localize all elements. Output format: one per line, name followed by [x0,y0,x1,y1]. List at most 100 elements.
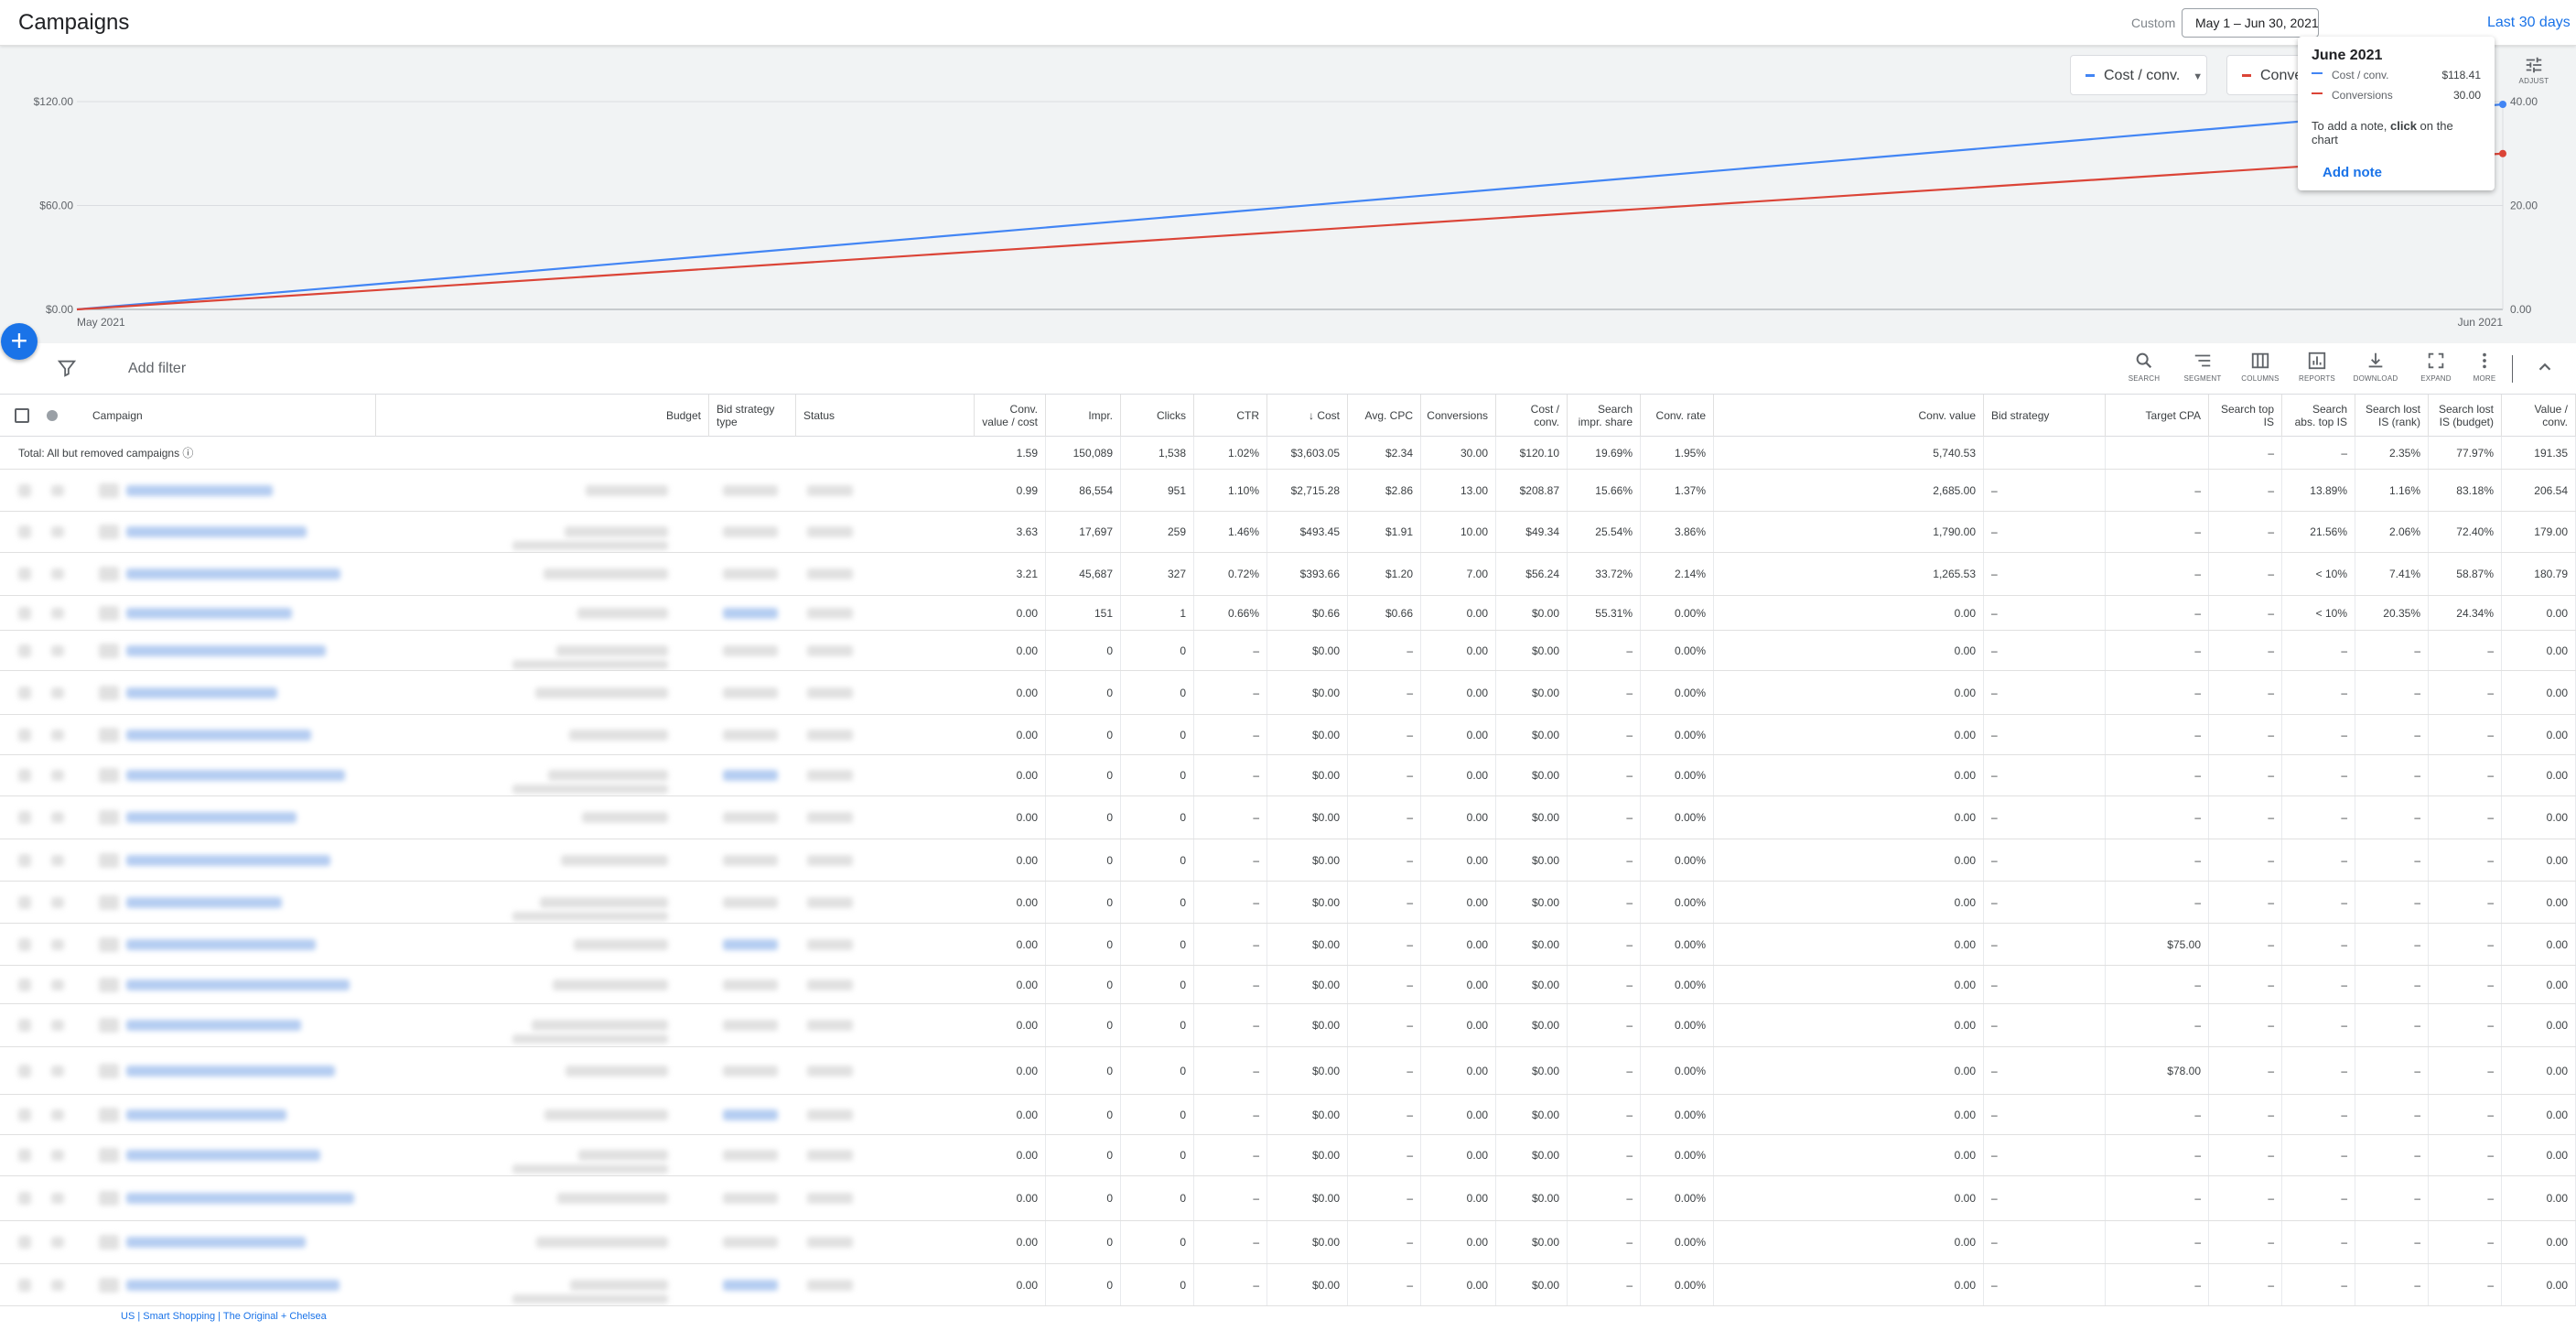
col-conversions[interactable]: Conversions [1421,395,1496,437]
col-conv-value[interactable]: Conv. value [1714,395,1984,437]
expand-tool-button[interactable]: EXPAND [2409,351,2463,383]
add-campaign-button[interactable]: + [1,323,38,360]
col-search-impr-share-label: Search impr. share [1578,403,1633,428]
segment-tool-button[interactable]: SEGMENT [2176,351,2229,383]
cell-search-lost-is-rank: – [2355,966,2429,1003]
cell-ctr: – [1194,966,1267,1003]
table-row[interactable]: 0.00 0 0– $0.00–0.00 $0.00–0.00% 0.00– $75.00–… [0,924,2576,966]
select-all-checkbox[interactable] [15,408,29,423]
cell-clicks: 0 [1121,796,1194,839]
cell-search-lost-is-rank: – [2355,631,2429,670]
col-impr[interactable]: Impr. [1046,395,1121,437]
cell-conv-value: 0.00 [1714,1095,1984,1134]
cell-conv-value-cost: 0.00 [975,755,1046,795]
table-row[interactable]: 0.00 0 0– $0.00–0.00 $0.00–0.00% 0.00– – – – – –0.… [0,755,2576,796]
metric-selector-cost-conv[interactable]: Cost / conv. ▼ [2070,55,2207,95]
cell-cost: $393.66 [1267,553,1348,595]
cell-search-lost-is-budget: – [2429,631,2502,670]
table-row[interactable]: 0.00 0 0– $0.00–0.00 $0.00–0.00% 0.00– – – – – –0.… [0,1264,2576,1306]
cell-search-top-is: – [2209,553,2282,595]
note-bold: click [2390,119,2417,133]
col-bid-strategy-label: Bid strategy [1991,409,2050,422]
chart-canvas[interactable]: $120.00 40.00 $60.00 20.00 $0.00 0.00 May 2021… [0,46,2576,343]
cell-conv-value-cost: 0.00 [975,671,1046,714]
col-value-conv[interactable]: Value / conv. [2502,395,2576,437]
campaign-name-link[interactable]: US | Smart Shopping | The Original + Che… [121,1311,327,1322]
reports-tool-button[interactable]: REPORTS [2290,351,2344,383]
add-note-button[interactable]: Add note [2323,165,2382,180]
col-budget[interactable]: Budget [376,395,709,437]
col-ctr[interactable]: CTR [1194,395,1267,437]
cell-conv-rate: 0.00% [1641,1047,1714,1094]
cell-cost: $0.00 [1267,966,1348,1003]
table-row[interactable]: 0.00 0 0– $0.00–0.00 $0.00–0.00% 0.00– – – – – –0.… [0,1135,2576,1176]
tooltip-row-conversions: Conversions 30.00 [2312,86,2481,104]
col-conv-rate[interactable]: Conv. rate [1641,395,1714,437]
cell-search-top-is: – [2209,1264,2282,1305]
col-search-lost-is-rank[interactable]: Search lost IS (rank) [2355,395,2429,437]
table-row[interactable]: 3.21 45,687 327 0.72% $393.66 $1.20 7.00 $56.24… [0,553,2576,596]
x-tick-label-end: Jun 2021 [2458,316,2504,329]
table-row[interactable]: 0.00 0 0– $0.00–0.00 $0.00–0.00% 0.00– $78.00–… [0,1047,2576,1095]
col-search-top-is[interactable]: Search top IS [2209,395,2282,437]
col-status[interactable]: Status [796,395,975,437]
filter-icon[interactable] [57,358,77,378]
cell-conv-value-cost: 0.00 [975,796,1046,839]
chevron-up-icon[interactable] [2535,357,2555,377]
cell-search-lost-is-rank: – [2355,796,2429,839]
add-filter-button[interactable]: Add filter [128,361,187,376]
col-conv-value-cost[interactable]: Conv. value / cost [975,395,1046,437]
more-tool-button[interactable]: MORE [2458,351,2511,383]
table-row[interactable]: US | Smart Shopping | The Original + Che… [0,1306,2576,1331]
table-row[interactable]: 0.00 0 0– $0.00–0.00 $0.00–0.00% 0.00– – – – – –0.… [0,839,2576,882]
cell-avg-cpc: – [1348,671,1421,714]
table-row[interactable]: 0.00 0 0– $0.00–0.00 $0.00–0.00% 0.00– – – – – –0.… [0,966,2576,1004]
table-row[interactable]: 0.00 0 0– $0.00–0.00 $0.00–0.00% 0.00– – – – – –0.… [0,1095,2576,1135]
col-search-abs-top-is[interactable]: Search abs. top IS [2282,395,2355,437]
table-row[interactable]: 0.00 0 0– $0.00–0.00 $0.00–0.00% 0.00– – – – – –0.… [0,671,2576,715]
col-bid-strategy-type[interactable]: Bid strategy type [709,395,796,437]
col-bid-strategy[interactable]: Bid strategy [1984,395,2106,437]
tooltip-row1-value: $118.41 [2441,69,2482,81]
table-row[interactable]: 0.00 0 0– $0.00–0.00 $0.00–0.00% 0.00– – – – – –0.… [0,796,2576,839]
search-tool-button[interactable]: SEARCH [2118,351,2171,383]
table-row[interactable]: 0.00 0 0– $0.00–0.00 $0.00–0.00% 0.00– – – – – –0.… [0,715,2576,755]
performance-chart[interactable]: $120.00 40.00 $60.00 20.00 $0.00 0.00 May 2021… [0,37,2576,343]
table-row[interactable]: 0.00 151 1 0.66% $0.66 $0.66 0.00 $0.00 55.31% 0.… [0,596,2576,631]
col-campaign[interactable]: Campaign [85,395,376,437]
table-row[interactable]: 0.00 0 0– $0.00–0.00 $0.00–0.00% 0.00– – – – – –0.… [0,1176,2576,1221]
campaign-type-icon-blurred [99,895,119,910]
campaign-type-icon-blurred [99,525,119,539]
cost-conv-swatch [2086,74,2095,78]
last-30-days-link[interactable]: Last 30 days [2487,15,2571,30]
cell-conv-value: 0.00 [1714,882,1984,923]
series-line-1 [76,152,2504,311]
cell-search-top-is: – [2209,924,2282,965]
bid-strategy-type-blurred [723,939,778,950]
col-cost-conv[interactable]: Cost / conv. [1496,395,1568,437]
col-clicks[interactable]: Clicks [1121,395,1194,437]
table-row[interactable]: 0.00 0 0– $0.00–0.00 $0.00–0.00% 0.00– – – – – –0.… [0,882,2576,924]
download-tool-button[interactable]: DOWNLOAD [2349,351,2402,383]
col-cost[interactable]: ↓ Cost [1267,395,1348,437]
col-search-impr-share[interactable]: Search impr. share [1568,395,1641,437]
row-checkbox-blurred [18,854,31,867]
table-row[interactable]: 0.00 0 0– $0.00–0.00 $0.00–0.00% 0.00– – – – – –0.… [0,1221,2576,1264]
columns-tool-button[interactable]: COLUMNS [2234,351,2287,383]
table-row[interactable]: 3.63 17,697 259 1.46% $493.45 $1.91 10.00 $49.3… [0,512,2576,553]
col-avg-cpc[interactable]: Avg. CPC [1348,395,1421,437]
date-range-picker[interactable]: May 1 – Jun 30, 2021 [2182,8,2319,38]
cell-conv-value: 0.00 [1714,1221,1984,1263]
tooltip-row1-label: Cost / conv. [2332,69,2389,81]
cell-impr: 0 [1046,715,1121,754]
adjust-button[interactable]: ADJUST [2512,55,2556,95]
table-row[interactable]: 0.00 0 0– $0.00–0.00 $0.00–0.00% 0.00– – – – – –0.… [0,631,2576,671]
table-row[interactable]: 0.00 0 0– $0.00–0.00 $0.00–0.00% 0.00– – – – – –0.… [0,1004,2576,1047]
table-row[interactable]: 0.99 86,554 951 1.10% $2,715.28 $2.86 13.00 $20… [0,470,2576,512]
cell-search-impr-share: – [1568,796,1641,839]
cell-ctr: – [1194,882,1267,923]
cell-ctr: – [1194,671,1267,714]
col-target-cpa[interactable]: Target CPA [2106,395,2209,437]
col-search-lost-is-budget[interactable]: Search lost IS (budget) [2429,395,2502,437]
note-suffix: on the chart [2312,119,2453,146]
